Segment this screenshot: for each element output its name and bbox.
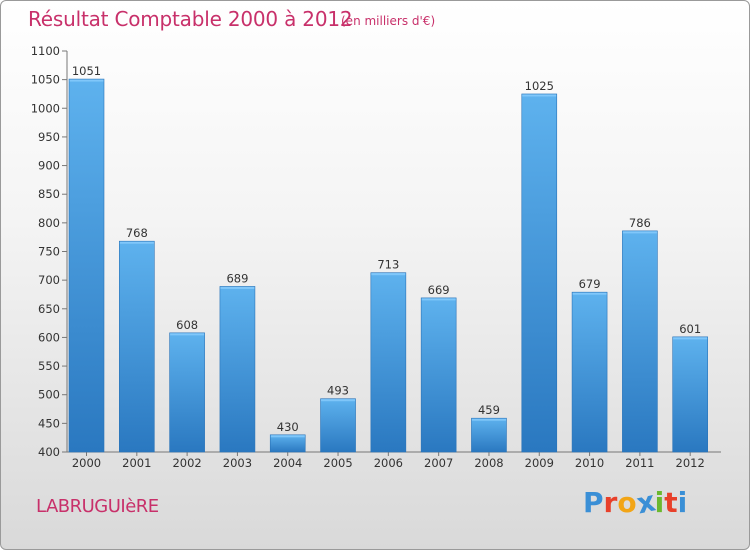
bar	[571, 291, 608, 453]
logo-letter: t	[664, 486, 678, 519]
y-tick-label: 650	[38, 302, 60, 316]
bar	[370, 272, 407, 453]
x-tick-label: 2010	[575, 456, 604, 470]
bar-highlight	[371, 273, 406, 276]
logo-letter: i	[654, 486, 665, 519]
bar	[320, 398, 356, 453]
y-tick-label: 1050	[31, 73, 60, 87]
x-tick-label: 2005	[323, 456, 352, 470]
y-tick-label: 450	[38, 416, 60, 430]
bar-highlight	[622, 231, 657, 234]
commune-name: LABRUGUIèRE	[36, 496, 159, 517]
data-label: 1025	[525, 79, 554, 93]
y-tick-label: 900	[38, 159, 60, 173]
y-tick-label: 1100	[31, 44, 60, 58]
y-tick-label: 800	[38, 216, 60, 230]
y-tick-label: 1000	[31, 101, 60, 115]
bar-highlight	[572, 292, 607, 295]
x-tick-label: 2008	[474, 456, 503, 470]
y-tick-label: 400	[38, 445, 60, 459]
y-tick-label: 600	[38, 330, 60, 344]
bar	[269, 434, 306, 453]
data-label: 430	[277, 420, 299, 434]
bar-highlight	[170, 333, 205, 336]
data-label: 1051	[72, 64, 101, 78]
logo-letter: o	[617, 486, 637, 519]
x-tick-label: 2003	[223, 456, 252, 470]
y-tick-label: 500	[38, 388, 60, 402]
y-tick-label: 700	[38, 273, 60, 287]
x-tick-label: 2011	[625, 456, 654, 470]
bar	[420, 297, 457, 453]
x-tick-label: 2006	[374, 456, 403, 470]
bar-highlight	[220, 286, 255, 289]
bar-highlight	[421, 298, 456, 301]
x-tick-label: 2001	[122, 456, 151, 470]
y-tick-label: 550	[38, 359, 60, 373]
data-label: 679	[579, 277, 601, 291]
x-tick-label: 2007	[424, 456, 453, 470]
bar-highlight	[119, 241, 154, 244]
y-tick-label: 950	[38, 130, 60, 144]
bar	[672, 336, 708, 453]
bar	[521, 93, 558, 453]
bar	[219, 286, 256, 453]
x-tick-label: 2002	[172, 456, 201, 470]
data-label: 669	[428, 283, 450, 297]
data-label: 608	[176, 318, 198, 332]
logo-letter: P	[583, 486, 604, 519]
logo-letter: i	[677, 486, 688, 519]
data-label: 713	[377, 258, 399, 272]
data-label: 689	[226, 271, 248, 285]
bar-highlight	[270, 435, 305, 438]
data-label: 493	[327, 384, 349, 398]
proxiti-logo: Proxiti	[583, 484, 688, 520]
bar	[471, 417, 507, 453]
data-label: 786	[629, 216, 651, 230]
chart-subtitle: (en milliers d'€)	[341, 14, 436, 28]
bar-highlight	[522, 94, 557, 97]
chart-title: Résultat Comptable 2000 à 2012	[28, 7, 353, 31]
y-tick-label: 750	[38, 245, 60, 259]
bar-highlight	[471, 418, 506, 421]
bar	[68, 78, 105, 453]
data-label: 768	[126, 226, 148, 240]
logo-letter: r	[603, 486, 618, 519]
bar	[169, 332, 205, 453]
data-label: 459	[478, 403, 500, 417]
y-tick-label: 850	[38, 187, 60, 201]
data-label: 601	[679, 322, 701, 336]
x-tick-label: 2012	[676, 456, 705, 470]
bar-highlight	[673, 337, 708, 340]
bar	[622, 230, 658, 453]
x-tick-label: 2009	[525, 456, 554, 470]
bar-highlight	[69, 79, 104, 82]
bar-highlight	[321, 399, 356, 402]
bar	[119, 240, 155, 453]
x-tick-label: 2000	[72, 456, 101, 470]
x-tick-label: 2004	[273, 456, 302, 470]
